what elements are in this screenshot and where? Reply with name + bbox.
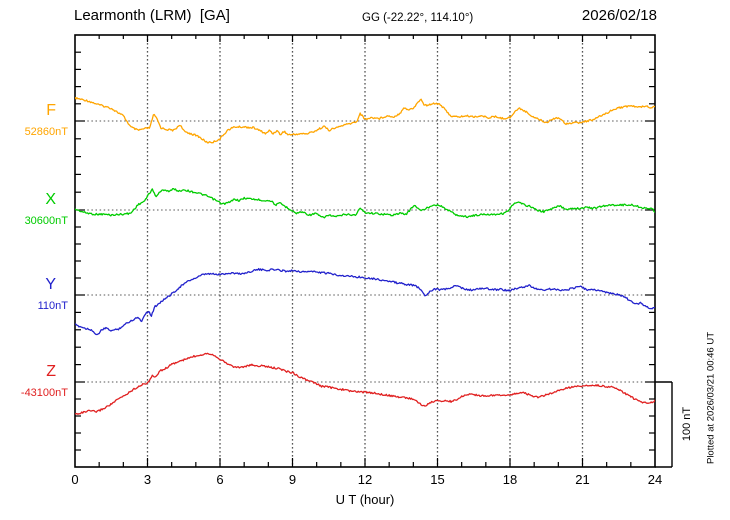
x-tick-6: 6 <box>216 472 224 487</box>
trace-label-f: F <box>46 102 56 119</box>
plotted-at-note: Plotted at 2026/03/21 00:46 UT <box>705 331 717 465</box>
station-title: Learmonth (LRM) [GA] <box>74 7 230 24</box>
x-tick-0: 0 <box>71 472 79 487</box>
x-tick-18: 18 <box>502 472 518 487</box>
trace-baseline-value-y: 110nT <box>37 300 68 312</box>
trace-label-x: X <box>45 191 56 208</box>
scale-bar-label: 100 nT <box>681 406 693 442</box>
x-tick-24: 24 <box>647 472 663 487</box>
trace-baseline-value-x: 30600nT <box>24 215 68 227</box>
trace-baseline-value-f: 52860nT <box>24 126 68 138</box>
geo-coordinates: GG (-22.22°, 114.10°) <box>362 12 474 24</box>
plot-date: 2026/02/18 <box>581 7 657 24</box>
trace-baseline-value-z: -43100nT <box>20 387 68 399</box>
x-tick-9: 9 <box>288 472 297 487</box>
x-axis-title: U T (hour) <box>335 492 395 507</box>
x-tick-21: 21 <box>575 472 590 487</box>
x-tick-3: 3 <box>143 472 152 487</box>
x-tick-15: 15 <box>430 472 445 487</box>
trace-label-z: Z <box>46 363 56 380</box>
trace-label-y: Y <box>45 276 56 293</box>
x-tick-12: 12 <box>357 472 373 487</box>
